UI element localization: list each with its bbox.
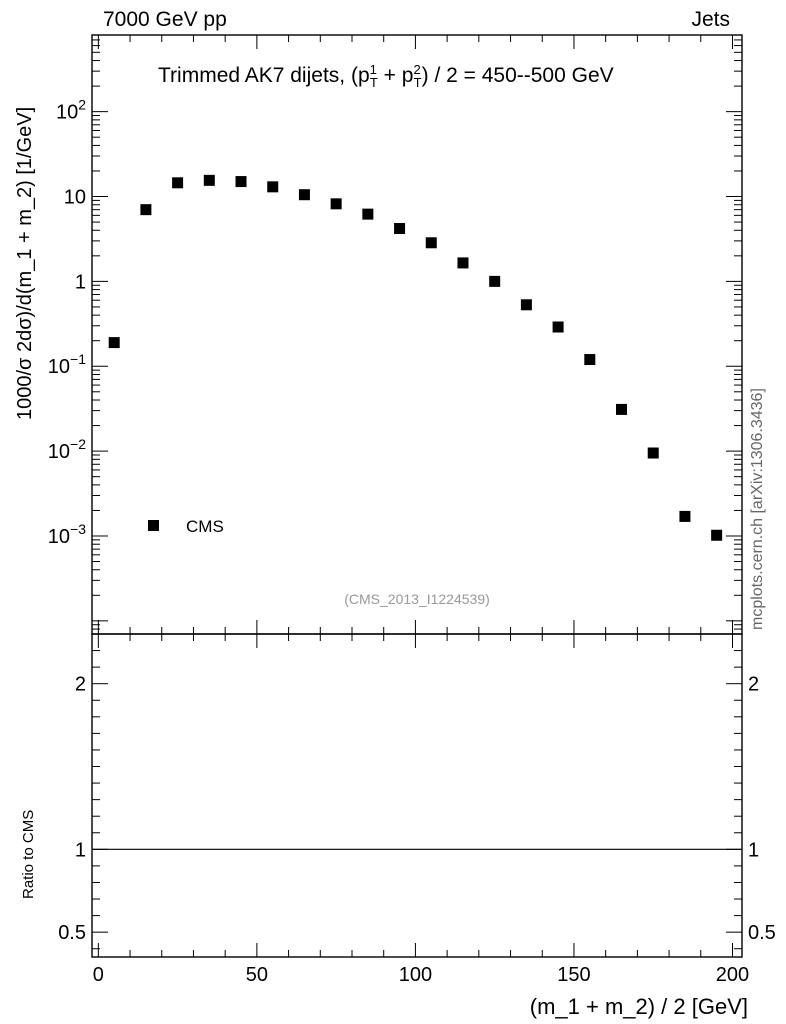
x-tick-label: 150 <box>557 964 590 986</box>
ratio-y-tick-labels: 0.5 0.5 1 1 2 2 <box>58 674 776 944</box>
side-credit: mcplots.cern.ch [arXiv:1306.3436] <box>749 388 766 630</box>
main-plot-frame <box>91 34 743 635</box>
data-point <box>330 198 342 210</box>
x-tick-label: 0 <box>93 964 104 986</box>
data-point <box>679 510 691 522</box>
data-point <box>267 181 279 193</box>
legend-marker-cms <box>148 520 159 531</box>
main-y-tick-labels: 10−3 10−2 10−1 1 10 102 <box>48 97 86 548</box>
ratio-frame-rect <box>91 633 743 958</box>
ratio-y-tick-label-right: 0.5 <box>748 922 776 944</box>
title-mid: + p <box>377 64 414 87</box>
main-y-tick-label: 102 <box>56 97 86 124</box>
main-y-axis-label: 1000/σ 2dσ)/d(m_1 + m_2) [1/GeV] <box>14 106 36 420</box>
cms-data-markers <box>108 174 723 541</box>
data-point <box>711 529 723 541</box>
data-point <box>425 237 437 249</box>
ratio-plot-frame <box>91 633 743 958</box>
data-point <box>457 257 469 269</box>
title-sub-2: T <box>413 75 422 91</box>
data-point <box>584 354 596 366</box>
x-tick-label: 50 <box>246 964 268 986</box>
ratio-y-tick-label-right: 2 <box>748 674 759 696</box>
ratio-y-tick-label-right: 1 <box>748 839 759 861</box>
main-frame-rect <box>91 34 743 635</box>
data-point <box>172 177 184 189</box>
data-point <box>489 275 501 287</box>
ratio-y-axis-label: Ratio to CMS <box>20 810 37 900</box>
data-point <box>140 204 152 216</box>
main-y-tick-label: 10 <box>64 187 86 209</box>
x-tick-labels: 0 50 100 150 200 <box>93 964 749 986</box>
legend: CMS <box>148 517 224 536</box>
x-tick-label: 100 <box>399 964 432 986</box>
main-axis-ticks <box>92 34 742 635</box>
legend-label-cms: CMS <box>186 517 224 536</box>
data-point <box>394 222 406 234</box>
main-y-tick-label: 10−2 <box>48 436 86 463</box>
analysis-watermark: (CMS_2013_I1224539) <box>344 591 490 607</box>
title-sup-2: 2 <box>413 62 421 77</box>
x-axis-label: (m_1 + m_2) / 2 [GeV] <box>529 994 748 1019</box>
title-prefix: Trimmed AK7 dijets, (p <box>158 64 370 87</box>
ratio-axis-ticks <box>92 633 742 957</box>
ratio-y-tick-label-left: 1 <box>75 839 86 861</box>
main-y-tick-label: 1 <box>75 271 86 293</box>
title-sub-1: T <box>369 75 378 91</box>
main-y-tick-label: 10−3 <box>48 521 86 548</box>
data-point <box>235 176 247 188</box>
title-suffix: ) / 2 = 450--500 GeV <box>421 64 614 87</box>
main-chart-title: Trimmed AK7 dijets, (p1T + p2T) / 2 = 45… <box>158 62 614 90</box>
data-point <box>647 447 659 459</box>
energy-label: 7000 GeV pp <box>103 8 227 31</box>
data-point <box>552 321 564 333</box>
ratio-y-tick-label-left: 0.5 <box>58 922 86 944</box>
data-point <box>362 208 374 220</box>
main-y-tick-label: 10−1 <box>48 351 86 378</box>
data-point <box>298 189 310 201</box>
process-label: Jets <box>691 8 730 31</box>
ratio-y-tick-label-left: 2 <box>75 674 86 696</box>
title-sup-1: 1 <box>369 62 377 77</box>
data-point <box>203 174 215 186</box>
data-point <box>520 299 532 311</box>
x-tick-label: 200 <box>716 964 749 986</box>
data-point <box>616 403 628 415</box>
data-point <box>108 337 120 349</box>
